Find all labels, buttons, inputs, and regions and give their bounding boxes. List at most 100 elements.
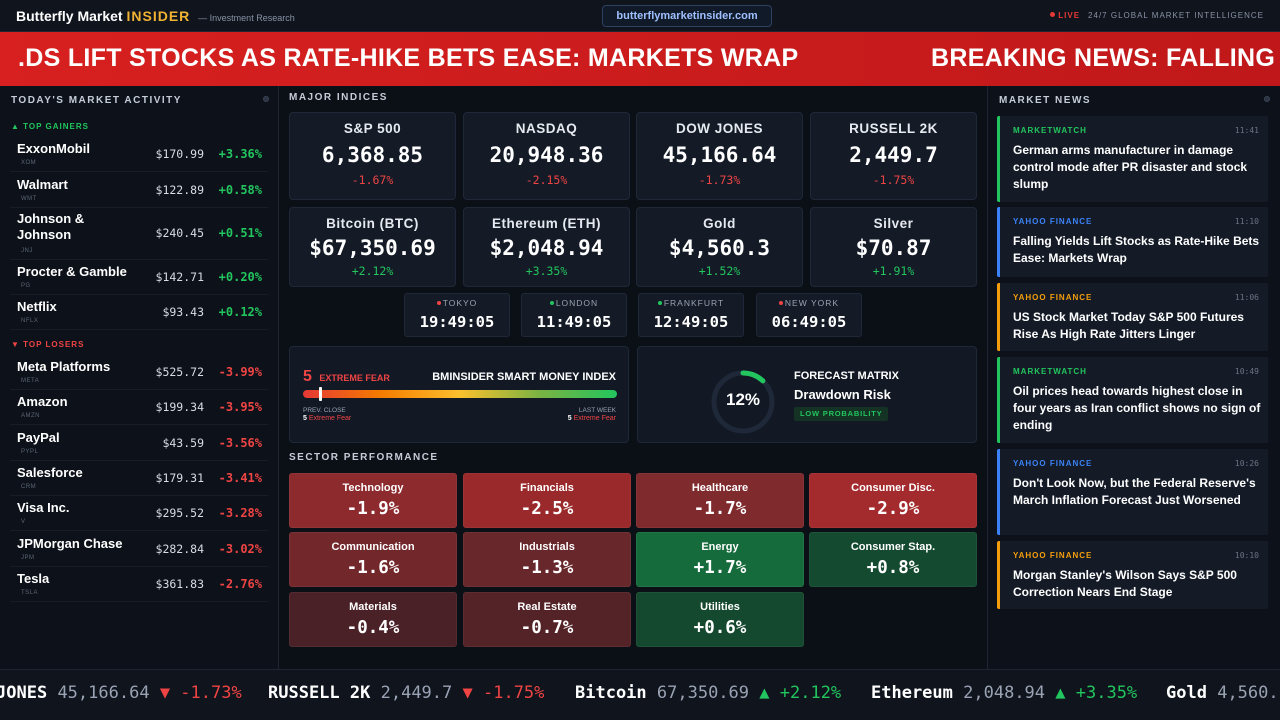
index-card[interactable]: DOW JONES 45,166.64 -1.73% [636,112,803,200]
news-item[interactable]: YAHOO FINANCE 10:26 Don't Look Now, but th… [997,449,1268,535]
ticker-item[interactable]: Bitcoin 67,350.69 ▲ +2.12% [575,683,841,703]
stock-ticker: PG [21,283,31,289]
sector-name: Utilities [700,601,740,613]
stock-row[interactable]: Tesla TSLA $361.83 -2.76% [10,568,268,602]
stock-row[interactable]: Walmart WMT $122.89 +0.58% [10,174,268,208]
forecast-title: FORECAST MATRIX [794,370,899,382]
clock-time: 12:49:05 [653,313,729,331]
sector-value: -2.9% [866,499,920,519]
stock-change: +0.12% [218,305,262,319]
stock-ticker: JNJ [21,248,33,254]
index-card[interactable]: S&P 500 6,368.85 -1.67% [289,112,456,200]
sector-name: Technology [342,482,404,494]
stock-change: -3.99% [218,365,262,379]
news-item[interactable]: YAHOO FINANCE 11:06 US Stock Market Today … [997,283,1268,351]
breaking-headline[interactable]: .DS LIFT STOCKS AS RATE-HIKE BETS EASE: … [18,44,799,72]
world-clock: NEW YORK 06:49:05 [756,293,862,337]
stock-name: Procter & Gamble [17,264,127,279]
sector-tile[interactable]: Real Estate -0.7% [463,592,631,647]
news-time: 10:10 [1234,551,1259,560]
stock-row[interactable]: PayPal PYPL $43.59 -3.56% [10,427,268,461]
clock-city-name: TOKYO [442,298,478,308]
clock-city-name: LONDON [555,298,599,308]
brand-logo[interactable]: Butterfly Market INSIDER — Investment Re… [16,8,295,24]
ticker-item[interactable]: JONES 45,166.64 ▼ -1.73% [0,683,242,703]
stock-row[interactable]: JPMorgan Chase JPM $282.84 -3.02% [10,533,268,567]
stock-change: -2.76% [218,577,262,591]
sector-tile[interactable]: Materials -0.4% [289,592,457,647]
clock-time: 11:49:05 [536,313,612,331]
clock-city: FRANKFURT [639,298,743,308]
stock-change: +3.36% [218,147,262,161]
stock-row[interactable]: Meta Platforms META $525.72 -3.99% [10,356,268,390]
sector-name: Energy [701,541,739,553]
stock-ticker: XOM [21,160,37,166]
sector-tile[interactable]: Healthcare -1.7% [636,473,804,528]
sector-tile[interactable]: Energy +1.7% [636,532,804,587]
sector-tile[interactable]: Industrials -1.3% [463,532,631,587]
news-item[interactable]: YAHOO FINANCE 10:10 Morgan Stanley's Wilso… [997,541,1268,609]
stock-price: $43.59 [162,436,204,450]
stock-name: Walmart [17,177,68,192]
ticker-item[interactable]: RUSSELL 2K 2,449.7 ▼ -1.75% [268,683,544,703]
news-item[interactable]: MARKETWATCH 10:49 Oil prices head towards … [997,357,1268,443]
stock-row[interactable]: Procter & Gamble PG $142.71 +0.20% [10,261,268,295]
ticker-price: 45,166.64 [57,683,150,703]
stock-ticker: META [21,378,40,384]
stock-row[interactable]: Johnson & Johnson JNJ $240.45 +0.51% [10,208,268,260]
site-url[interactable]: butterflymarketinsider.com [602,5,772,27]
stock-change: -3.41% [218,471,262,485]
index-value: 45,166.64 [662,143,777,167]
sector-value: +0.8% [866,558,920,578]
index-value: $67,350.69 [309,236,436,260]
index-card[interactable]: Gold $4,560.3 +1.52% [636,207,803,287]
index-card[interactable]: RUSSELL 2K 2,449.7 -1.75% [810,112,977,200]
sector-value: -1.7% [693,499,747,519]
news-source: YAHOO FINANCE [1013,459,1093,468]
sector-value: -1.9% [346,499,400,519]
news-item[interactable]: MARKETWATCH 11:41 German arms manufacturer… [997,116,1268,202]
stock-row[interactable]: Salesforce CRM $179.31 -3.41% [10,462,268,496]
index-card[interactable]: NASDAQ 20,948.36 -2.15% [463,112,630,200]
stock-row[interactable]: Amazon AMZN $199.34 -3.95% [10,391,268,425]
stock-row[interactable]: Netflix NFLX $93.43 +0.12% [10,296,268,330]
clock-city-name: FRANKFURT [663,298,725,308]
ticker-item[interactable]: Gold 4,560. [1166,683,1279,703]
sector-tile[interactable]: Utilities +0.6% [636,592,804,647]
index-value: $4,560.3 [668,236,771,260]
stock-price: $122.89 [155,183,204,197]
index-change: +1.91% [872,264,915,278]
smart-money-index[interactable]: 5 EXTREME FEAR BMINSIDER SMART MONEY IND… [289,346,629,443]
sector-tile[interactable]: Consumer Stap. +0.8% [809,532,977,587]
news-item[interactable]: YAHOO FINANCE 11:10 Falling Yields Lift St… [997,207,1268,277]
status-dot-icon [263,96,269,102]
forecast-badge: LOW PROBABILITY [794,407,889,421]
sector-value: -0.7% [520,618,574,638]
news-time: 11:41 [1234,126,1259,135]
ticker-item[interactable]: Ethereum 2,048.94 ▲ +3.35% [871,683,1137,703]
stock-price: $282.84 [155,542,204,556]
index-card[interactable]: Bitcoin (BTC) $67,350.69 +2.12% [289,207,456,287]
sector-name: Industrials [519,541,575,553]
forecast-matrix[interactable]: 12% FORECAST MATRIX Drawdown Risk LOW PR… [637,346,977,443]
world-clock: LONDON 11:49:05 [521,293,627,337]
sector-name: Healthcare [691,482,749,494]
index-card[interactable]: Silver $70.87 +1.91% [810,207,977,287]
sector-tile[interactable]: Communication -1.6% [289,532,457,587]
live-text: 24/7 GLOBAL MARKET INTELLIGENCE [1088,11,1264,20]
sector-tile[interactable]: Technology -1.9% [289,473,457,528]
last-week-text: Extreme Fear [573,415,616,422]
sector-tile[interactable]: Financials -2.5% [463,473,631,528]
clock-time: 06:49:05 [771,313,847,331]
sector-name: Materials [349,601,397,613]
news-headline: US Stock Market Today S&P 500 Futures Ri… [1013,310,1244,341]
index-value: 6,368.85 [321,143,424,167]
breaking-headline[interactable]: BREAKING NEWS: FALLING [931,44,1276,72]
stock-price: $525.72 [155,365,204,379]
stock-row[interactable]: Visa Inc. V $295.52 -3.28% [10,497,268,531]
stock-price: $361.83 [155,577,204,591]
sector-tile[interactable]: Consumer Disc. -2.9% [809,473,977,528]
stock-row[interactable]: ExxonMobil XOM $170.99 +3.36% [10,138,268,172]
index-name: RUSSELL 2K [849,121,938,136]
index-card[interactable]: Ethereum (ETH) $2,048.94 +3.35% [463,207,630,287]
